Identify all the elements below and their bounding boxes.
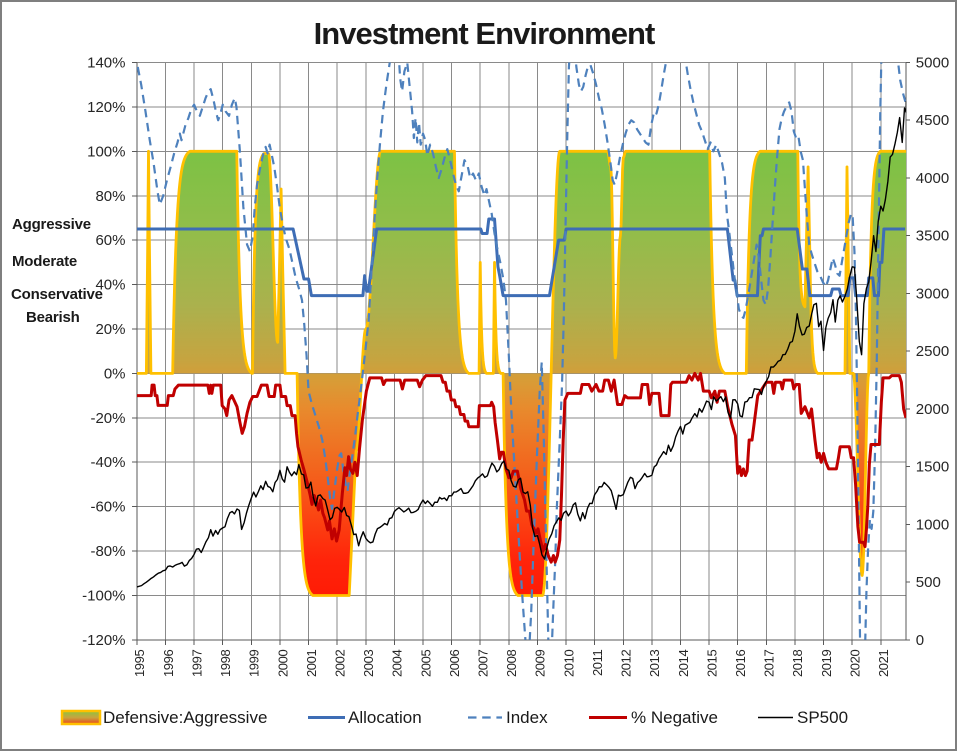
svg-text:3000: 3000: [916, 285, 949, 302]
svg-text:0: 0: [916, 632, 924, 649]
svg-text:2010: 2010: [561, 650, 576, 677]
svg-text:2005: 2005: [418, 650, 433, 677]
svg-text:40%: 40%: [95, 277, 125, 294]
svg-text:1997: 1997: [189, 650, 204, 677]
svg-text:% Negative: % Negative: [631, 708, 718, 727]
svg-text:2020: 2020: [847, 650, 862, 677]
svg-text:2017: 2017: [762, 650, 777, 677]
svg-text:2007: 2007: [476, 650, 491, 677]
svg-text:500: 500: [916, 574, 941, 591]
svg-text:2015: 2015: [704, 650, 719, 677]
svg-text:2014: 2014: [676, 650, 691, 677]
svg-text:1000: 1000: [916, 516, 949, 533]
svg-text:2009: 2009: [533, 650, 548, 677]
svg-text:4000: 4000: [916, 170, 949, 187]
svg-text:2018: 2018: [790, 650, 805, 677]
svg-text:Allocation: Allocation: [348, 708, 422, 727]
svg-text:80%: 80%: [95, 188, 125, 205]
svg-text:Investment Environment: Investment Environment: [314, 16, 655, 51]
svg-text:0%: 0%: [104, 365, 126, 382]
svg-text:2000: 2000: [275, 650, 290, 677]
svg-text:-80%: -80%: [90, 543, 125, 560]
svg-text:1500: 1500: [916, 459, 949, 476]
svg-text:2008: 2008: [504, 650, 519, 677]
svg-text:Moderate: Moderate: [12, 253, 77, 270]
svg-text:-40%: -40%: [90, 454, 125, 471]
svg-text:60%: 60%: [95, 232, 125, 249]
svg-text:2013: 2013: [647, 650, 662, 677]
svg-text:2021: 2021: [876, 650, 891, 677]
svg-text:2019: 2019: [819, 650, 834, 677]
svg-text:1996: 1996: [161, 650, 176, 677]
svg-text:Conservative: Conservative: [11, 286, 103, 303]
svg-text:-120%: -120%: [82, 632, 125, 649]
svg-text:-60%: -60%: [90, 499, 125, 516]
svg-text:Bearish: Bearish: [26, 309, 80, 326]
svg-text:Defensive:Aggressive: Defensive:Aggressive: [103, 708, 267, 727]
svg-text:2004: 2004: [390, 650, 405, 677]
svg-text:SP500: SP500: [797, 708, 848, 727]
svg-text:2500: 2500: [916, 343, 949, 360]
svg-text:-20%: -20%: [90, 410, 125, 427]
svg-text:2006: 2006: [447, 650, 462, 677]
svg-text:2002: 2002: [332, 650, 347, 677]
svg-text:2011: 2011: [590, 650, 605, 677]
svg-text:5000: 5000: [916, 55, 949, 72]
svg-text:120%: 120%: [87, 99, 125, 116]
svg-text:Index: Index: [506, 708, 548, 727]
svg-text:140%: 140%: [87, 55, 125, 72]
svg-text:1995: 1995: [132, 650, 147, 677]
svg-text:2016: 2016: [733, 650, 748, 677]
svg-text:2012: 2012: [619, 650, 634, 677]
svg-text:1998: 1998: [218, 650, 233, 677]
svg-text:1999: 1999: [247, 650, 262, 677]
svg-text:2003: 2003: [361, 650, 376, 677]
svg-text:100%: 100%: [87, 143, 125, 160]
svg-text:Aggressive: Aggressive: [12, 216, 91, 233]
svg-text:20%: 20%: [95, 321, 125, 338]
svg-text:2001: 2001: [304, 650, 319, 677]
svg-text:-100%: -100%: [82, 587, 125, 604]
svg-text:4500: 4500: [916, 112, 949, 129]
svg-text:3500: 3500: [916, 228, 949, 245]
svg-text:2000: 2000: [916, 401, 949, 418]
